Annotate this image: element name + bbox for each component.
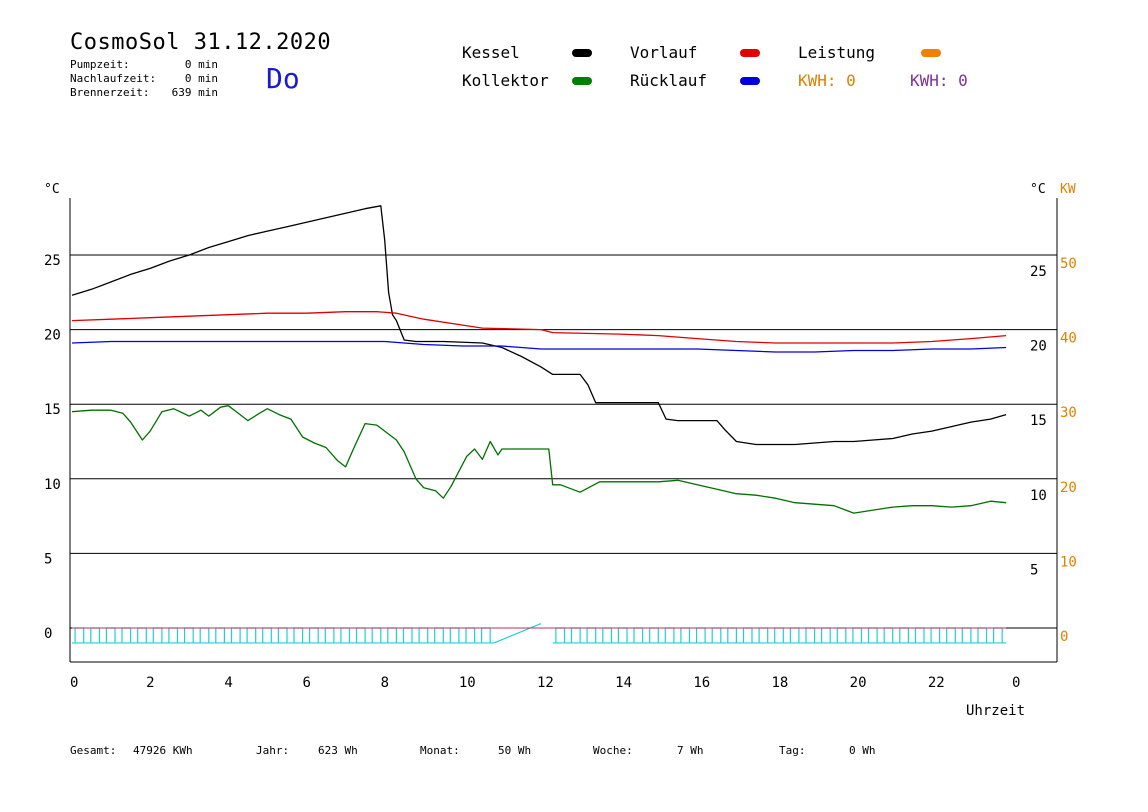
footer-jahr-label: Jahr: bbox=[256, 744, 290, 757]
footer-woche-value: 7 Wh bbox=[677, 744, 704, 757]
series-line-ruecklauf bbox=[71, 340, 1007, 353]
legend-vorlauf-swatch bbox=[740, 49, 760, 57]
legend-kessel-label: Kessel bbox=[462, 43, 520, 62]
footer-tag-value: 0 Wh bbox=[849, 744, 876, 757]
legend-vorlauf-label: Vorlauf bbox=[630, 43, 698, 62]
y-tick-label-left: 15 bbox=[44, 402, 61, 418]
x-tick-label: 22 bbox=[928, 675, 945, 691]
y-tick-label-kw: 20 bbox=[1060, 480, 1077, 496]
x-tick-label: 10 bbox=[459, 675, 476, 691]
x-tick-label: 0 bbox=[1012, 675, 1020, 691]
y-tick-label-left: 10 bbox=[44, 477, 61, 493]
footer-gesamt-label: Gesamt: bbox=[70, 744, 117, 757]
y-tick-label-right: 25 bbox=[1030, 264, 1047, 280]
legend-leistung-label: Leistung bbox=[798, 43, 876, 62]
stat-brennerzeit: Brennerzeit: bbox=[70, 86, 149, 100]
y-tick-label-left: 5 bbox=[44, 551, 52, 567]
stat-nachlaufzeit: Nachlaufzeit: bbox=[70, 72, 156, 86]
stat-pumpzeit: Pumpzeit: bbox=[70, 58, 130, 72]
x-tick-label: 18 bbox=[772, 675, 789, 691]
legend-leistung-swatch bbox=[921, 49, 941, 57]
series-line-kollektor bbox=[71, 405, 1007, 514]
page-title: CosmoSol 31.12.2020 bbox=[70, 30, 332, 55]
y-tick-label-left: 25 bbox=[44, 253, 61, 269]
stat-value: 0 min bbox=[184, 58, 218, 71]
footer-jahr-value: 623 Wh bbox=[318, 744, 358, 757]
footer-monat-value: 50 Wh bbox=[498, 744, 532, 757]
y-axis-unit-left: °C bbox=[44, 182, 60, 197]
x-tick-label: 2 bbox=[146, 675, 154, 691]
y-tick-label-kw: 10 bbox=[1060, 554, 1077, 570]
stat-label: Pumpzeit: bbox=[70, 58, 130, 71]
footer-monat-label: Monat: bbox=[420, 744, 460, 757]
x-tick-label: 16 bbox=[693, 675, 710, 691]
y-tick-label-left: 0 bbox=[44, 626, 52, 642]
stat-label: Brennerzeit: bbox=[70, 86, 150, 99]
stat-value: 639 min bbox=[171, 86, 218, 99]
legend-kollektor-label: Kollektor bbox=[462, 71, 549, 90]
y-tick-label-right: 20 bbox=[1030, 339, 1047, 355]
series-line-vorlauf bbox=[71, 311, 1007, 344]
legend-ruecklauf-swatch bbox=[740, 77, 760, 85]
footer-woche-label: Woche: bbox=[593, 744, 633, 757]
y-tick-label-kw: 50 bbox=[1060, 256, 1077, 272]
x-tick-label: 6 bbox=[303, 675, 311, 691]
x-tick-label: 0 bbox=[70, 675, 78, 691]
y-tick-label-right: 15 bbox=[1030, 413, 1047, 429]
pump-pulse-trace bbox=[72, 622, 1007, 644]
x-tick-label: 4 bbox=[224, 675, 232, 691]
stat-value: 0 min bbox=[184, 72, 218, 85]
kwh-burner-readout: KWH: 0 bbox=[910, 71, 968, 90]
y-tick-label-kw: 40 bbox=[1060, 331, 1077, 347]
y-tick-label-right: 5 bbox=[1030, 562, 1038, 578]
legend-kollektor-swatch bbox=[572, 77, 592, 85]
stat-label: Nachlaufzeit: bbox=[70, 72, 157, 85]
x-tick-label: 12 bbox=[537, 675, 554, 691]
weekday-label: Do bbox=[266, 62, 300, 95]
footer-tag-label: Tag: bbox=[779, 744, 806, 757]
x-tick-label: 20 bbox=[850, 675, 867, 691]
y-tick-label-kw: 0 bbox=[1060, 629, 1068, 645]
x-tick-label: 14 bbox=[615, 675, 632, 691]
x-tick-label: 8 bbox=[381, 675, 389, 691]
footer-gesamt-value: 47926 KWh bbox=[133, 744, 193, 757]
y-tick-label-right: 10 bbox=[1030, 488, 1047, 504]
x-axis-title: Uhrzeit bbox=[966, 703, 1025, 719]
y-axis-unit-right: °C bbox=[1030, 182, 1046, 197]
y-axis-unit-kw: KW bbox=[1060, 182, 1076, 197]
series-line-kessel bbox=[71, 205, 1007, 446]
y-tick-label-left: 20 bbox=[44, 328, 61, 344]
legend-kessel-swatch bbox=[572, 49, 592, 57]
y-tick-label-kw: 30 bbox=[1060, 405, 1077, 421]
legend-ruecklauf-label: Rücklauf bbox=[630, 71, 708, 90]
kwh-solar-readout: KWH: 0 bbox=[798, 71, 856, 90]
